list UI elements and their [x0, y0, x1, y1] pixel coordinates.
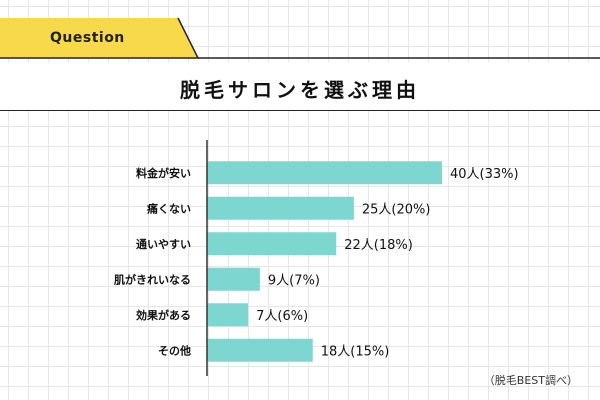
tag-background [0, 18, 198, 58]
category-label: その他 [158, 343, 191, 357]
bar [207, 303, 249, 327]
category-label: 肌がきれいなる [113, 272, 191, 286]
question-tag-shape [0, 17, 600, 59]
question-tag: Question [0, 0, 600, 62]
value-label: 7人(6%) [256, 309, 308, 324]
bar [207, 338, 313, 362]
category-label: 通いやすい [136, 238, 191, 251]
value-label: 9人(7%) [268, 273, 320, 288]
category-label: 効果がある [136, 308, 191, 322]
value-label: 40人(33%) [450, 167, 519, 182]
bar [207, 232, 337, 256]
bar [207, 267, 260, 291]
title-band [0, 62, 600, 111]
question-label: Question [50, 30, 125, 46]
source-note: （脱毛BEST調べ） [483, 374, 578, 387]
bar [207, 196, 354, 220]
bar [207, 161, 442, 185]
value-label: 18人(15%) [321, 344, 390, 359]
page-title: 脱毛サロンを選ぶ理由 [180, 78, 420, 102]
value-label: 22人(18%) [344, 238, 413, 253]
category-label: 料金が安い [136, 166, 191, 180]
value-label: 25人(20%) [362, 202, 431, 217]
category-label: 痛くない [146, 201, 191, 215]
